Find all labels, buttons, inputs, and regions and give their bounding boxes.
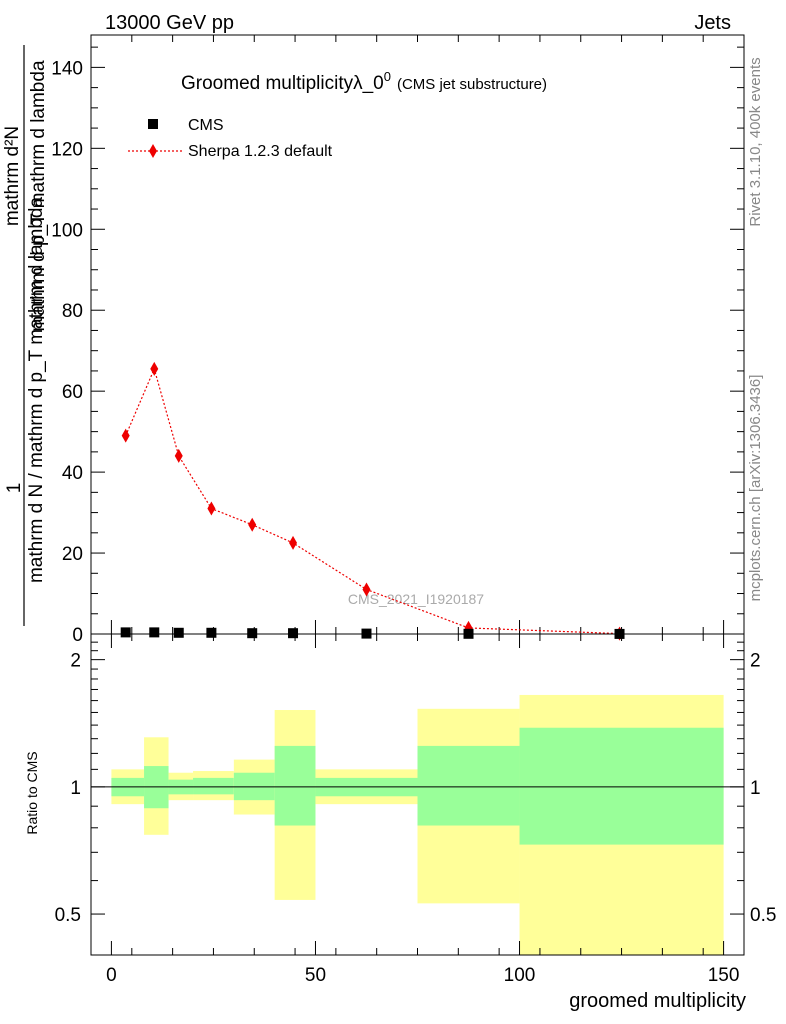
y-tick-label: 80 [62,301,83,322]
ratio-y-tick-label-right: 2 [750,651,761,672]
ratio-y-tick-label-right: 1 [750,778,761,799]
ratio-y-label: Ratio to CMS [24,751,40,834]
sherpa-point [207,501,216,516]
chart-title: Groomed multiplicityλ_00 (CMS jet substru… [181,69,547,94]
main-y-tick-labels: 0 20 40 60 80 100 120 140 [51,58,83,646]
cms-point [149,627,160,638]
sherpa-point [362,582,371,597]
sherpa-point [248,517,257,532]
x-tick-label: 100 [504,965,536,986]
sherpa-point [121,428,130,443]
analysis-watermark: CMS_2021_I1920187 [348,591,484,607]
header-left: 13000 GeV pp [105,12,234,34]
legend-label-cms: CMS [188,117,224,134]
mcplots-label: mcplots.cern.ch [arXiv:1306.3436] [747,375,764,602]
legend-marker-sherpa [149,144,157,158]
x-tick-label: 0 [106,965,117,986]
cms-point [206,627,217,638]
y-tick-label: 20 [62,544,83,565]
ratio-inner-band [519,727,724,845]
cms-point [120,627,131,638]
y-tick-label: 120 [51,139,83,160]
sherpa-point [150,361,159,376]
ratio-y-tick-label: 0.5 [55,905,81,926]
ratio-panel: 0.5 0.5 1 1 2 2 0 50 100 150 Ratio to CMS groome… [24,633,777,1012]
ratio-y-tick-label: 2 [70,651,81,672]
y-tick-label: 0 [72,625,83,646]
legend-label-sherpa: Sherpa 1.2.3 default [188,143,333,160]
sherpa-point [174,448,183,463]
ratio-y-tick-label: 1 [70,778,81,799]
ratio-inner-band [274,745,316,826]
y-tick-label: 140 [51,58,83,79]
y-tick-label: 60 [62,382,83,403]
ratio-bands [111,694,724,955]
x-tick-label: 150 [708,965,740,986]
cms-point [173,627,184,638]
sherpa-point [289,535,298,550]
ratio-y-tick-label-right: 0.5 [750,905,776,926]
ylabel-den: mathrm d p_T mathrm d lambda [28,60,49,331]
x-axis-label: groomed multiplicity [569,990,746,1012]
ylabel-lead-num: 1 [4,483,25,494]
cms-series [120,627,625,639]
ratio-axis-ticks [90,634,745,955]
ratio-frame [90,633,745,956]
ylabel-num: mathrm d²N [2,126,23,226]
y-tick-label: 40 [62,463,83,484]
cms-point [247,628,258,639]
ratio-inner-band [417,745,520,826]
header-right: Jets [694,12,731,34]
legend-marker-cms [148,119,158,129]
cms-point [288,628,299,639]
main-panel: 0 20 40 60 80 100 120 140 Groomed multiplicityλ… [51,34,745,646]
x-tick-label: 50 [305,965,326,986]
rivet-label: Rivet 3.1.10, 400k events [747,57,764,226]
ratio-y-tick-labels: 0.5 0.5 1 1 2 2 [55,651,777,926]
y-tick-label: 100 [51,220,83,241]
legend: CMS Sherpa 1.2.3 default [128,117,333,160]
ratio-x-tick-labels: 0 50 100 150 [106,965,739,986]
ratio-inner-band [193,777,234,795]
main-y-label: 1 mathrm d N / mathrm d p_T mathrm d lam… [2,45,49,626]
ylabel-lead-den: mathrm d N / mathrm d p_T mathrm d lambd… [26,197,47,584]
